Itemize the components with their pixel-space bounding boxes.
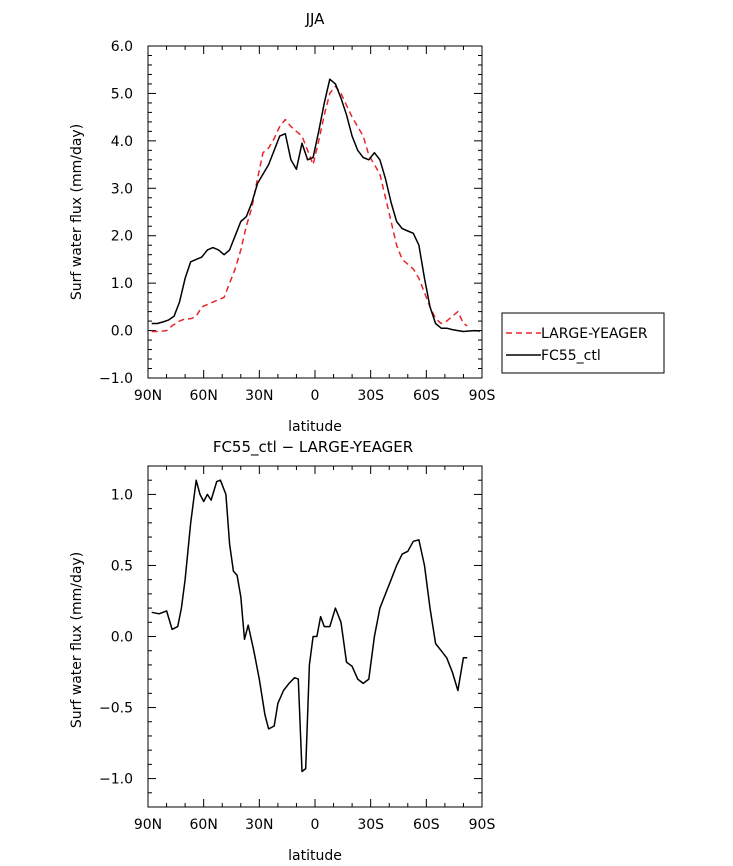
x-tick-label-60s: 60S: [413, 817, 440, 833]
legend: LARGE-YEAGER FC55_ctl: [501, 312, 665, 374]
y-tick-label: 4.0: [111, 134, 133, 150]
top-series-lines: [151, 78, 481, 333]
bottom-panel: FC55_ctl − LARGE-YEAGER Surf water flux …: [69, 438, 495, 864]
x-tick-label-60s: 60S: [413, 388, 440, 404]
x-tick-label-90s: 90S: [469, 817, 496, 833]
x-tick-label-30n: 30N: [245, 388, 273, 404]
series-line-difference-0: [151, 479, 468, 773]
x-tick-label-30s: 30S: [357, 817, 384, 833]
top-axes: 90N 60N 30N 0 30S 60S 90S −1.0 0.0 1.0 2.0 3.0 4.0 5.…: [99, 39, 495, 404]
y-tick-label: −1.0: [99, 772, 133, 788]
y-tick-label: 2.0: [111, 229, 133, 245]
top-panel: JJA Surf water flux (mm/day) latitude 90…: [69, 10, 665, 435]
y-tick-label: 1.0: [111, 276, 133, 292]
x-tick-label-60n: 60N: [190, 388, 218, 404]
x-tick-label-60n: 60N: [190, 817, 218, 833]
x-tick-label-90n: 90N: [134, 817, 162, 833]
y-tick-label: 6.0: [111, 39, 133, 55]
y-tick-label: −1.0: [99, 371, 133, 387]
top-x-axis-label: latitude: [288, 419, 342, 435]
top-chart-title: JJA: [305, 10, 326, 28]
x-tick-label-0: 0: [311, 388, 320, 404]
x-tick-label-0: 0: [311, 817, 320, 833]
bottom-chart-title: FC55_ctl − LARGE-YEAGER: [213, 438, 413, 457]
legend-label-large-yeager: LARGE-YEAGER: [541, 326, 648, 342]
x-tick-label-90n: 90N: [134, 388, 162, 404]
series-line-fc55-ctl: [151, 78, 481, 333]
y-tick-label: −0.5: [99, 701, 133, 717]
bottom-series-lines: [151, 479, 468, 773]
x-tick-label-30n: 30N: [245, 817, 273, 833]
bottom-x-axis-label: latitude: [288, 848, 342, 864]
legend-label-fc55-ctl: FC55_ctl: [541, 348, 601, 364]
bottom-axes: 90N 60N 30N 0 30S 60S 90S −1.0 −0.5 0.0 0.5 1.0: [99, 465, 496, 833]
y-tick-label: 1.0: [111, 487, 133, 503]
y-tick-label: 5.0: [111, 86, 133, 102]
y-tick-label: 0.5: [111, 558, 133, 574]
y-tick-label: 3.0: [111, 181, 133, 197]
y-tick-label: 0.0: [111, 630, 133, 646]
legend-box: [501, 312, 665, 374]
top-y-axis-label: Surf water flux (mm/day): [69, 124, 85, 300]
y-tick-label: 0.0: [111, 324, 133, 340]
bottom-y-axis-label: Surf water flux (mm/day): [69, 552, 85, 728]
series-line-large-yeager: [151, 85, 468, 333]
x-tick-label-30s: 30S: [357, 388, 384, 404]
x-tick-label-90s: 90S: [469, 388, 496, 404]
plot-frame-0: [147, 45, 483, 379]
